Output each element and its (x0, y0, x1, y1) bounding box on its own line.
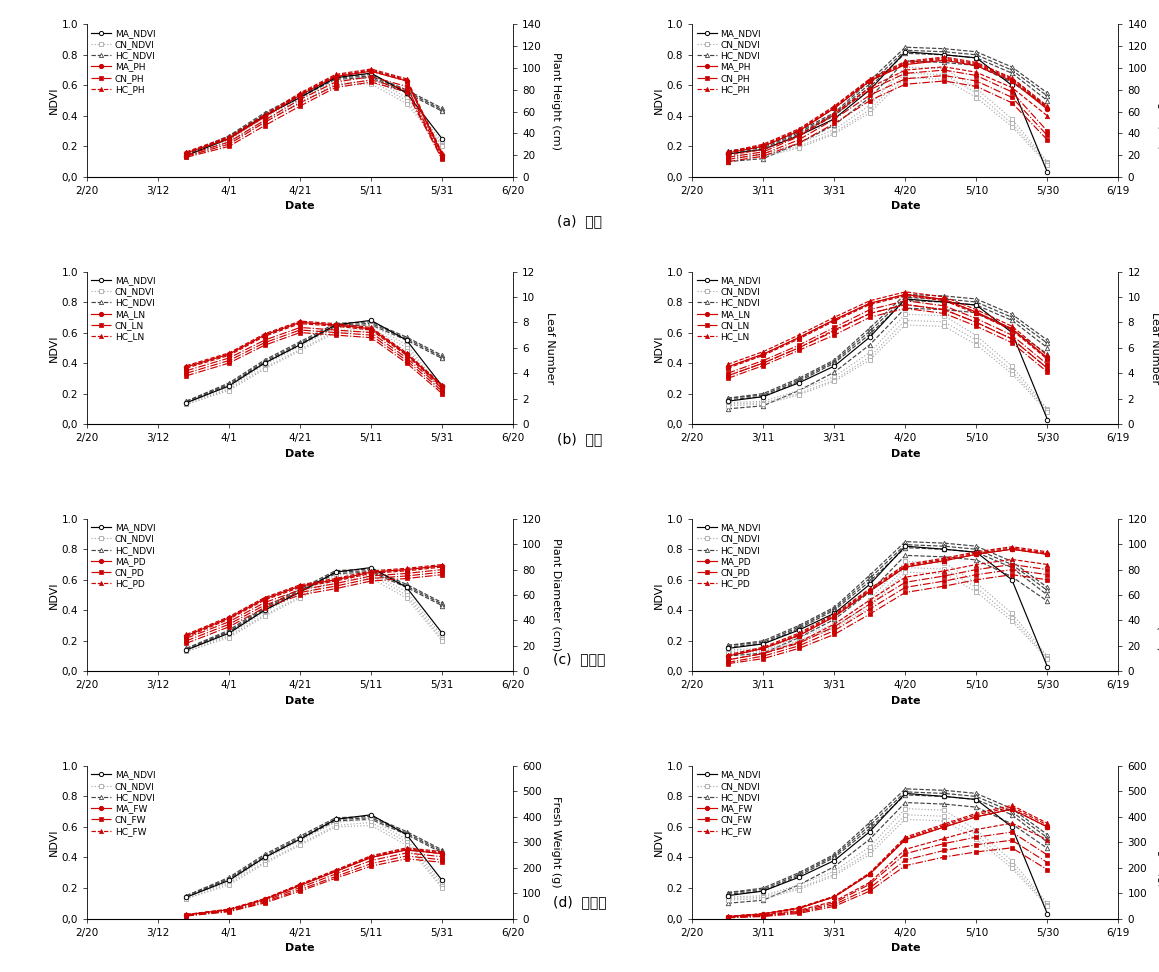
X-axis label: Date: Date (890, 943, 920, 954)
Legend: MA_NDVI, CN_NDVI, HC_NDVI, MA_PD, CN_PD, HC_PD: MA_NDVI, CN_NDVI, HC_NDVI, MA_PD, CN_PD,… (89, 521, 158, 590)
Legend: MA_NDVI, CN_NDVI, HC_NDVI, MA_FW, CN_FW, HC_FW: MA_NDVI, CN_NDVI, HC_NDVI, MA_FW, CN_FW,… (89, 769, 158, 838)
Y-axis label: NDVI: NDVI (49, 828, 59, 856)
X-axis label: Date: Date (890, 201, 920, 212)
Y-axis label: Plant Diameter (cm): Plant Diameter (cm) (552, 538, 561, 651)
Y-axis label: Leaf Number: Leaf Number (545, 312, 555, 384)
Y-axis label: NDVI: NDVI (49, 334, 59, 362)
X-axis label: Date: Date (890, 696, 920, 706)
Legend: MA_NDVI, CN_NDVI, HC_NDVI, MA_LN, CN_LN, HC_LN: MA_NDVI, CN_NDVI, HC_NDVI, MA_LN, CN_LN,… (89, 274, 158, 343)
Y-axis label: NDVI: NDVI (49, 87, 59, 115)
Y-axis label: Plant Diameter (cm): Plant Diameter (cm) (1157, 538, 1159, 651)
Legend: MA_NDVI, CN_NDVI, HC_NDVI, MA_PH, CN_PH, HC_PH: MA_NDVI, CN_NDVI, HC_NDVI, MA_PH, CN_PH,… (695, 27, 763, 96)
X-axis label: Date: Date (285, 201, 315, 212)
Y-axis label: NDVI: NDVI (654, 828, 664, 856)
Y-axis label: NDVI: NDVI (654, 581, 664, 608)
Text: (c)  구직경: (c) 구직경 (553, 652, 606, 666)
Y-axis label: Plant Height (cm): Plant Height (cm) (1157, 52, 1159, 150)
X-axis label: Date: Date (285, 943, 315, 954)
Legend: MA_NDVI, CN_NDVI, HC_NDVI, MA_LN, CN_LN, HC_LN: MA_NDVI, CN_NDVI, HC_NDVI, MA_LN, CN_LN,… (695, 274, 763, 343)
X-axis label: Date: Date (285, 696, 315, 706)
Text: (a)  초장: (a) 초장 (557, 215, 602, 228)
Y-axis label: Plant Height (cm): Plant Height (cm) (552, 52, 561, 150)
Text: (b)  엽수: (b) 엽수 (556, 433, 603, 446)
X-axis label: Date: Date (890, 449, 920, 459)
Text: (d)  생체중: (d) 생체중 (553, 895, 606, 909)
Y-axis label: NDVI: NDVI (654, 334, 664, 362)
Y-axis label: NDVI: NDVI (654, 87, 664, 115)
Y-axis label: NDVI: NDVI (49, 581, 59, 608)
Y-axis label: Leaf Number: Leaf Number (1150, 312, 1159, 384)
Legend: MA_NDVI, CN_NDVI, HC_NDVI, MA_FW, CN_FW, HC_FW: MA_NDVI, CN_NDVI, HC_NDVI, MA_FW, CN_FW,… (695, 769, 763, 838)
X-axis label: Date: Date (285, 449, 315, 459)
Legend: MA_NDVI, CN_NDVI, HC_NDVI, MA_PD, CN_PD, HC_PD: MA_NDVI, CN_NDVI, HC_NDVI, MA_PD, CN_PD,… (695, 521, 763, 590)
Y-axis label: Fresh Weight (g): Fresh Weight (g) (552, 796, 561, 888)
Legend: MA_NDVI, CN_NDVI, HC_NDVI, MA_PH, CN_PH, HC_PH: MA_NDVI, CN_NDVI, HC_NDVI, MA_PH, CN_PH,… (89, 27, 158, 96)
Y-axis label: Fresh Weight (g): Fresh Weight (g) (1157, 796, 1159, 888)
